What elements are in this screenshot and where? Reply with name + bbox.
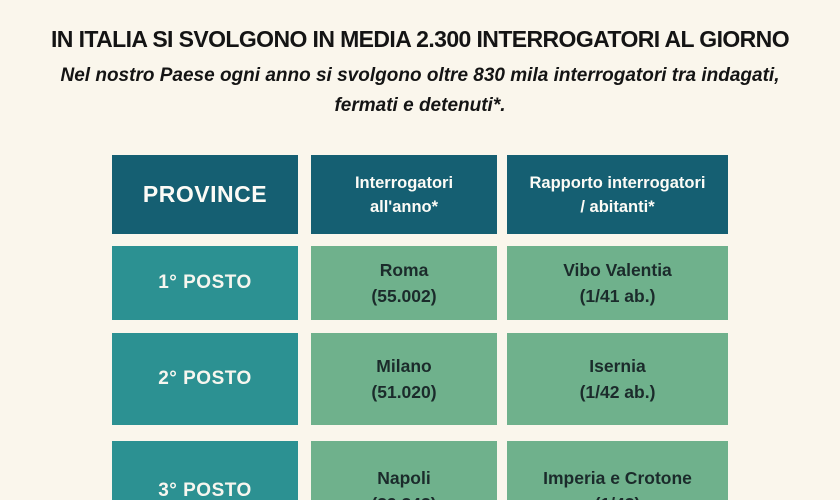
rank-label-1: 1° POSTO (158, 272, 252, 293)
column-header-interrogatori: Interrogatori all'anno* (311, 155, 497, 234)
rank-cell-2: 2° POSTO (112, 333, 298, 425)
ratio-province-3: Imperia e Crotone (543, 468, 692, 488)
city-name-2: Milano (376, 356, 432, 376)
page-title: IN ITALIA SI SVOLGONO IN MEDIA 2.300 INT… (51, 26, 790, 52)
rank-label-2: 2° POSTO (158, 368, 252, 389)
ratio-province-2: Isernia (589, 356, 646, 376)
city-value-1: (55.002) (371, 286, 437, 306)
ratio-value-2: (1/42 ab.) (579, 382, 656, 402)
column-header-rapporto-line2: / abitanti* (580, 197, 655, 216)
ratio-cell-3: Imperia e Crotone (1/43) (507, 441, 728, 500)
rank-cell-3: 3° POSTO (112, 441, 298, 500)
subtitle-line-1: Nel nostro Paese ogni anno si svolgono o… (60, 65, 780, 86)
ratio-cell-2: Isernia (1/42 ab.) (507, 333, 728, 425)
ratio-province-1: Vibo Valentia (563, 260, 672, 280)
column-header-province-label: PROVINCE (142, 181, 268, 207)
city-cell-3: Napoli (39.343) (311, 441, 497, 500)
city-cell-1: Roma (55.002) (311, 246, 497, 320)
city-value-3: (39.343) (371, 491, 436, 500)
city-value-2: (51.020) (371, 382, 437, 402)
rank-label-3: 3° POSTO (158, 480, 252, 500)
column-header-province: PROVINCE (112, 155, 298, 234)
city-cell-2: Milano (51.020) (311, 333, 497, 425)
ratio-value-1: (1/41 ab.) (579, 286, 656, 306)
city-name-3: Napoli (377, 468, 431, 488)
subtitle-line-2: fermati e detenuti*. (334, 95, 506, 116)
ratio-cell-1: Vibo Valentia (1/41 ab.) (507, 246, 728, 320)
rank-cell-1: 1° POSTO (112, 246, 298, 320)
column-header-rapporto: Rapporto interrogatori / abitanti* (507, 155, 728, 234)
column-header-interrogatori-line1: Interrogatori (354, 173, 454, 192)
city-name-1: Roma (379, 260, 429, 280)
column-header-interrogatori-line2: all'anno* (369, 197, 439, 216)
column-header-rapporto-line1: Rapporto interrogatori (529, 173, 706, 192)
page-subtitle: Nel nostro Paese ogni anno si svolgono o… (0, 61, 840, 121)
ratio-value-3: (1/43) (595, 491, 641, 500)
